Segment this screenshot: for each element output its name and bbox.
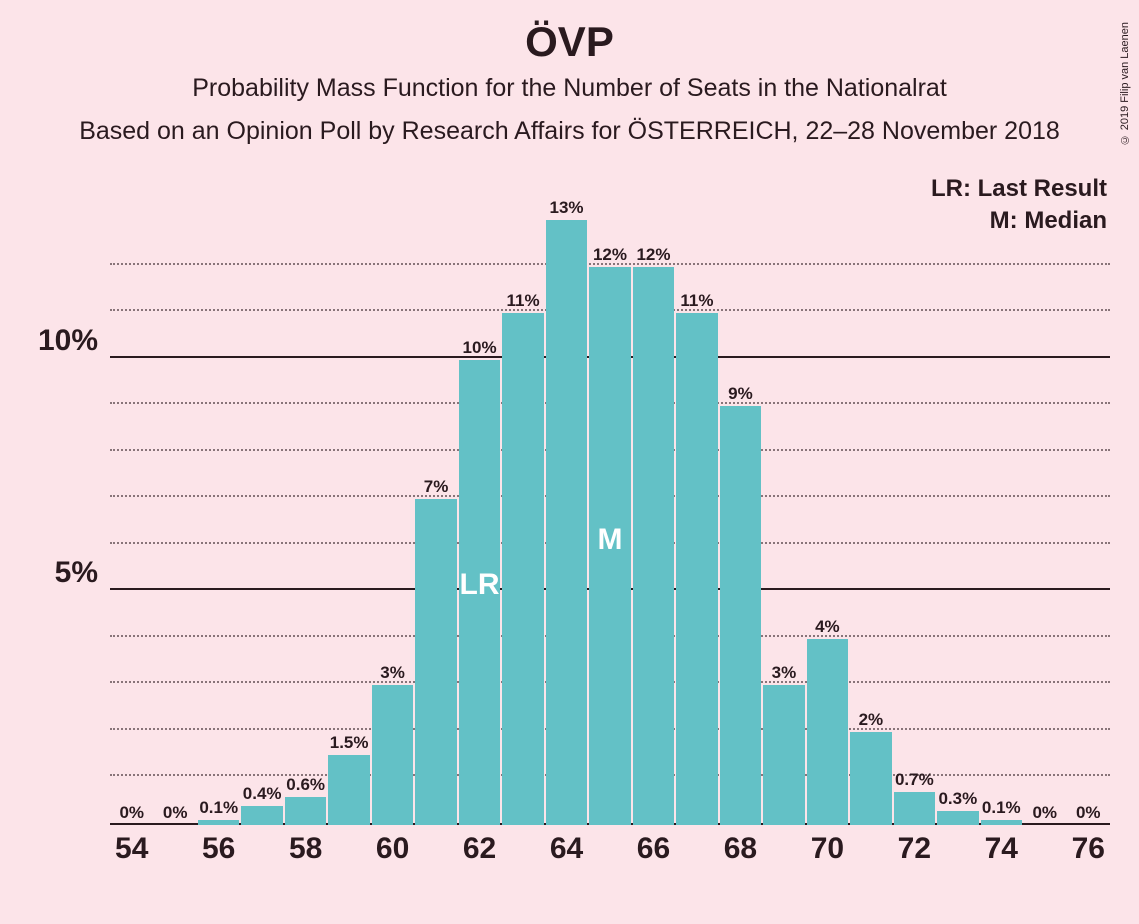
ytick-label: 10% bbox=[38, 324, 98, 358]
xtick-label: 54 bbox=[115, 832, 148, 866]
bar-inner-label: LR bbox=[459, 568, 500, 602]
xtick-label: 66 bbox=[637, 832, 670, 866]
bar: 2% bbox=[850, 732, 891, 825]
subtitle-pmf: Probability Mass Function for the Number… bbox=[0, 74, 1139, 103]
bar-value-label: 12% bbox=[633, 245, 674, 265]
bar: 3% bbox=[372, 685, 413, 825]
bar-value-label: 12% bbox=[589, 245, 630, 265]
xtick-label: 76 bbox=[1072, 832, 1105, 866]
xtick-label: 70 bbox=[811, 832, 844, 866]
bar: 7% bbox=[415, 499, 456, 825]
xtick-label: 56 bbox=[202, 832, 235, 866]
bar-value-label: 11% bbox=[676, 291, 717, 311]
xtick-label: 74 bbox=[985, 832, 1018, 866]
subtitle-poll: Based on an Opinion Poll by Research Aff… bbox=[0, 117, 1139, 146]
bar-value-label: 10% bbox=[459, 338, 500, 358]
bar-value-label: 0.7% bbox=[894, 770, 935, 790]
bar: 0.3% bbox=[937, 811, 978, 825]
bar-value-label: 0% bbox=[1068, 803, 1109, 823]
bar-value-label: 0.1% bbox=[981, 798, 1022, 818]
bar: 0.7% bbox=[894, 792, 935, 825]
bar: 12%M bbox=[589, 267, 630, 825]
bars-container: 0%0%0.1%0.4%0.6%1.5%3%7%10%LR11%13%12%M1… bbox=[110, 220, 1110, 825]
bar: 11% bbox=[676, 313, 717, 825]
bar: 9% bbox=[720, 406, 761, 825]
ytick-label: 5% bbox=[55, 556, 98, 590]
bar-value-label: 2% bbox=[850, 710, 891, 730]
bar-value-label: 3% bbox=[372, 663, 413, 683]
bar-value-label: 0% bbox=[111, 803, 152, 823]
bar: 1.5% bbox=[328, 755, 369, 825]
xtick-label: 64 bbox=[550, 832, 583, 866]
bar-inner-label: M bbox=[589, 523, 630, 557]
bar-value-label: 13% bbox=[546, 198, 587, 218]
bar-value-label: 4% bbox=[807, 617, 848, 637]
bar-value-label: 0.3% bbox=[937, 789, 978, 809]
xtick-label: 72 bbox=[898, 832, 931, 866]
title-block: ÖVP Probability Mass Function for the Nu… bbox=[0, 0, 1139, 146]
bar-value-label: 7% bbox=[415, 477, 456, 497]
chart-area: 0%0%0.1%0.4%0.6%1.5%3%7%10%LR11%13%12%M1… bbox=[110, 220, 1110, 825]
xtick-label: 62 bbox=[463, 832, 496, 866]
main-title: ÖVP bbox=[0, 18, 1139, 66]
xtick-label: 58 bbox=[289, 832, 322, 866]
xtick-label: 60 bbox=[376, 832, 409, 866]
bar: 13% bbox=[546, 220, 587, 825]
xtick-label: 68 bbox=[724, 832, 757, 866]
bar-value-label: 0% bbox=[1024, 803, 1065, 823]
bar: 4% bbox=[807, 639, 848, 825]
bar: 11% bbox=[502, 313, 543, 825]
bar: 10%LR bbox=[459, 360, 500, 825]
copyright-text: © 2019 Filip van Laenen bbox=[1119, 22, 1131, 145]
bar-value-label: 11% bbox=[502, 291, 543, 311]
bar: 0.1% bbox=[198, 820, 239, 825]
legend-lr: LR: Last Result bbox=[931, 175, 1107, 203]
bar-value-label: 0.4% bbox=[241, 784, 282, 804]
bar-value-label: 1.5% bbox=[328, 733, 369, 753]
bar-value-label: 9% bbox=[720, 384, 761, 404]
bar-value-label: 0.6% bbox=[285, 775, 326, 795]
bar: 12% bbox=[633, 267, 674, 825]
bar: 0.4% bbox=[241, 806, 282, 825]
bar: 3% bbox=[763, 685, 804, 825]
bar-value-label: 0% bbox=[154, 803, 195, 823]
bar: 0.6% bbox=[285, 797, 326, 825]
bar-value-label: 3% bbox=[763, 663, 804, 683]
bar: 0.1% bbox=[981, 820, 1022, 825]
bar-value-label: 0.1% bbox=[198, 798, 239, 818]
